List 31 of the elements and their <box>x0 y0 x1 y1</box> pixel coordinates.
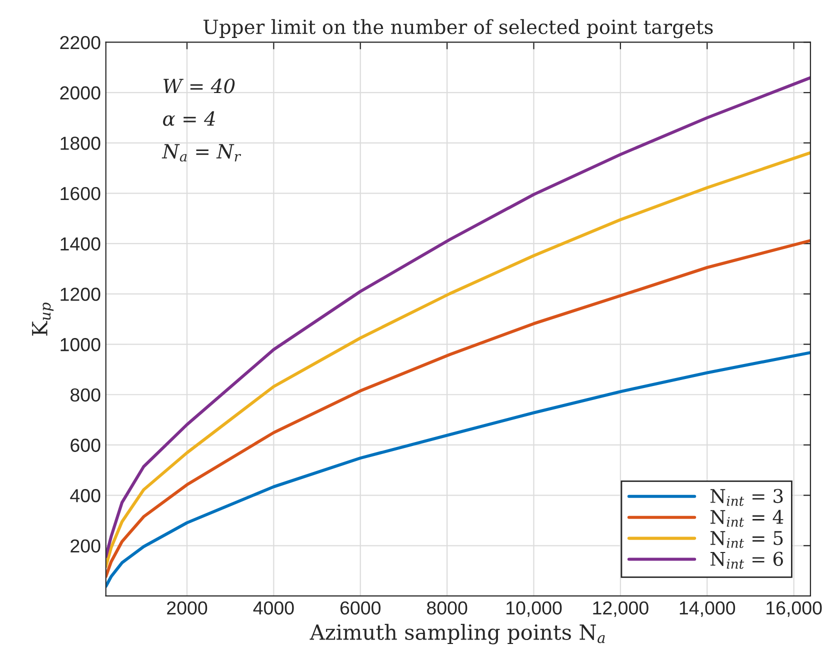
legend-label: N$_{int}$ = 6 <box>710 552 783 569</box>
line-series <box>106 239 810 578</box>
x-tick-label: 12,000 <box>593 601 648 617</box>
y-axis-title: K$_{up}$ <box>32 302 54 336</box>
x-tick-label: 6000 <box>340 601 380 615</box>
x-tick-label: 16,000 <box>766 601 822 617</box>
y-tick-label: 1800 <box>60 136 100 150</box>
y-tick-label: 1400 <box>60 237 100 251</box>
y-tick-label: 600 <box>70 438 100 452</box>
y-tick-label: 200 <box>70 539 100 553</box>
legend-label: N$_{int}$ = 3 <box>710 488 783 506</box>
y-tick-label: 1200 <box>60 288 100 301</box>
legend-label: N$_{int}$ = 5 <box>710 531 783 548</box>
x-tick-label: 14,000 <box>680 601 736 617</box>
y-tick-label: 800 <box>70 388 100 402</box>
y-tick-label: 1600 <box>60 186 100 200</box>
y-tick-label: 400 <box>70 489 100 502</box>
y-tick-label: 2200 <box>60 36 100 50</box>
annotation: α = 4 <box>163 111 215 126</box>
annotation: W = 40 <box>163 78 235 94</box>
x-tick-label: 10,000 <box>506 601 562 617</box>
chart-title: Upper limit on the number of selected point targets <box>203 19 713 38</box>
x-tick-label: 8000 <box>427 601 468 615</box>
line-series <box>106 351 810 588</box>
annotation: N$_{a}$ = N$_{r}$ <box>162 144 242 162</box>
legend-label: N$_{int}$ = 4 <box>710 510 784 527</box>
y-tick-label: 1000 <box>60 338 100 352</box>
y-tick-label: 2000 <box>60 86 100 100</box>
x-tick-label: 4000 <box>253 601 294 615</box>
x-tick-label: 2000 <box>167 601 208 615</box>
x-axis-title: Azimuth sampling points N$_{a}$ <box>310 624 605 644</box>
